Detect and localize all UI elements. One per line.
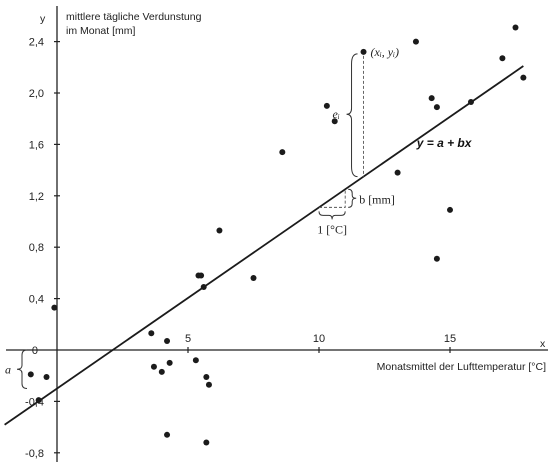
y-tick-label: -0,4 (25, 396, 44, 408)
residual-label: eᵢ (333, 107, 340, 121)
data-point (51, 304, 58, 311)
intercept-label: a (5, 362, 11, 376)
y-tick-label: 1,2 (29, 191, 44, 203)
data-point (216, 227, 223, 234)
data-points (27, 24, 527, 446)
data-point (200, 284, 207, 291)
x-tick-label: 10 (313, 333, 325, 345)
x-tick-label: 15 (444, 333, 456, 345)
data-point (164, 431, 171, 438)
data-point (250, 275, 257, 282)
data-point (323, 102, 330, 109)
regression-group (4, 65, 524, 426)
data-point (447, 206, 453, 213)
data-point (360, 48, 367, 55)
data-point (331, 118, 338, 125)
y-tick-label: 0,8 (29, 242, 44, 254)
data-point (158, 368, 165, 375)
data-point (279, 149, 286, 156)
data-point (203, 439, 210, 446)
origin-tick-label: 0 (32, 345, 38, 357)
data-point (43, 373, 50, 380)
data-point (203, 373, 210, 380)
data-point (520, 74, 527, 81)
x-axis-title: Monatsmittel der Lufttemperatur [°C] (377, 361, 546, 373)
data-point (433, 104, 440, 111)
residual-brace (346, 53, 358, 178)
data-point (394, 169, 401, 176)
y-tick-label: 2,4 (29, 37, 44, 49)
y-axis-title-line-1: mittlere tägliche Verdunstung (66, 11, 202, 23)
x-axis-letter: x (540, 338, 546, 350)
data-point (35, 397, 42, 404)
y-tick-label: 2,0 (29, 88, 44, 100)
ticks: 5 10 15 -0,8 -0,4 0,4 0,8 1,2 1,6 2,0 2,4 (25, 37, 456, 460)
data-point (150, 363, 157, 370)
data-point (166, 359, 173, 366)
data-point (27, 371, 34, 378)
slope-brace (348, 188, 357, 208)
y-tick-label: -0,8 (25, 448, 44, 460)
data-point (467, 98, 474, 105)
regression-line (4, 65, 524, 426)
data-point (412, 38, 419, 45)
data-point (433, 255, 440, 262)
data-point (164, 338, 171, 345)
data-point (499, 55, 506, 62)
y-axis-letter: y (40, 13, 46, 25)
axes: y x mittlere tägliche Verdunstung im Mon… (6, 6, 548, 462)
point-label: (xᵢ, yᵢ) (371, 45, 399, 59)
slope-triangle-dashed (319, 189, 346, 208)
slope-label: b [mm] (359, 192, 395, 206)
y-axis-title-line-2: im Monat [mm] (66, 25, 136, 37)
data-point (192, 357, 199, 364)
data-point (428, 95, 435, 102)
data-point (205, 381, 212, 388)
data-point (148, 330, 155, 337)
y-tick-label: 0,4 (29, 294, 44, 306)
annotations: eᵢ (xᵢ, yᵢ) y = a + bx b [mm] 1 [°C] a (5, 45, 473, 390)
data-point (198, 272, 205, 279)
regression-equation-label: y = a + bx (416, 136, 473, 150)
data-point (512, 24, 519, 31)
unit-brace (318, 211, 346, 220)
intercept-brace (16, 349, 28, 390)
unit-label: 1 [°C] (317, 222, 347, 236)
y-tick-label: 1,6 (29, 139, 44, 151)
x-tick-label: 5 (185, 333, 191, 345)
